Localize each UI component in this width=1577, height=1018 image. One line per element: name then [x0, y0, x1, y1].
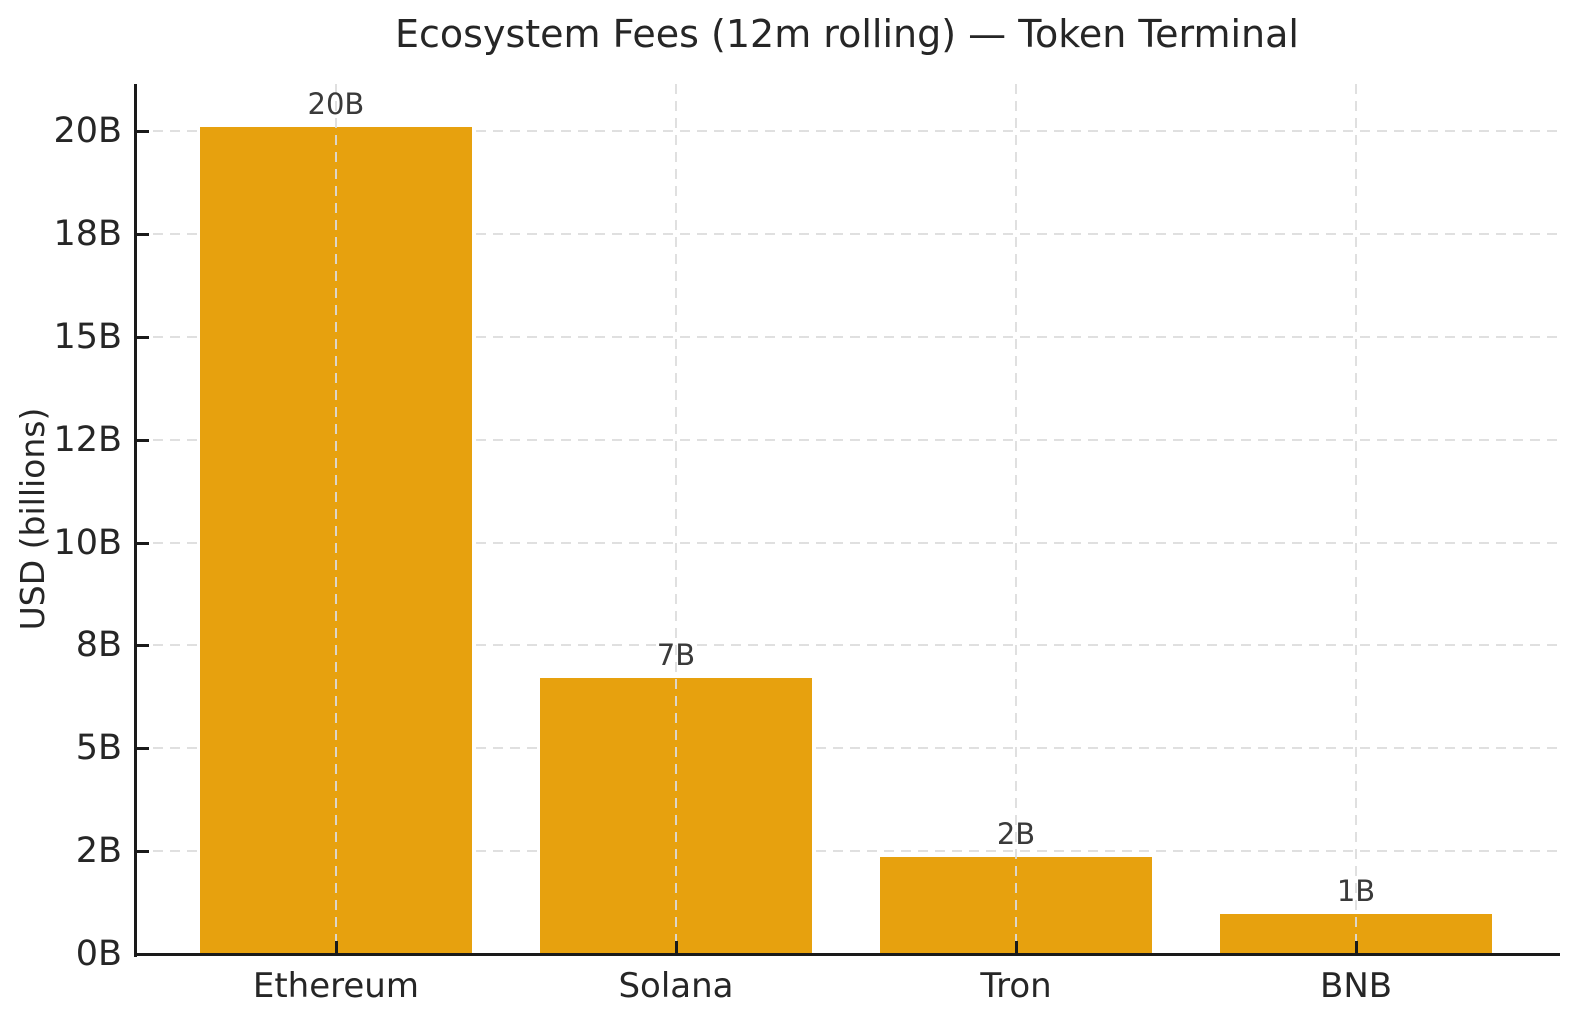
h-gridline	[136, 541, 1558, 544]
y-tick-label: 18B	[53, 214, 122, 255]
h-gridline	[136, 850, 1558, 853]
x-tick-mark	[1015, 941, 1019, 954]
y-tick-label: 0B	[75, 934, 122, 974]
v-gridline	[334, 84, 337, 954]
bar-value-label: 20B	[307, 87, 365, 122]
x-tick-label: Ethereum	[252, 966, 419, 1006]
y-tick-label: 20B	[53, 111, 122, 152]
y-tick-mark	[136, 747, 149, 751]
h-gridline	[136, 644, 1558, 647]
h-gridline	[136, 747, 1558, 750]
bar-value-label: 1B	[1336, 874, 1376, 909]
y-tick-mark	[136, 233, 149, 237]
chart-title: Ecosystem Fees (12m rolling) — Token Ter…	[395, 12, 1299, 56]
y-tick-label: 2B	[75, 831, 122, 872]
y-tick-label: 15B	[53, 316, 122, 357]
y-tick-mark	[136, 850, 149, 854]
y-tick-mark	[136, 130, 149, 134]
bar-value-label: 7B	[656, 638, 696, 673]
y-axis-spine	[134, 84, 137, 957]
h-gridline	[136, 233, 1558, 236]
x-tick-mark	[674, 941, 678, 954]
y-tick-label: 12B	[53, 419, 122, 460]
y-tick-mark	[136, 438, 149, 442]
y-tick-label: 10B	[53, 522, 122, 563]
x-tick-label: Tron	[980, 966, 1052, 1006]
y-tick-label: 8B	[75, 625, 122, 666]
x-tick-mark	[1355, 941, 1359, 954]
y-tick-mark	[136, 541, 149, 545]
v-gridline	[1355, 84, 1358, 954]
v-gridline	[674, 84, 677, 954]
v-gridline	[1015, 84, 1018, 954]
y-tick-mark	[136, 644, 149, 648]
h-gridline	[136, 130, 1558, 133]
x-tick-mark	[334, 941, 338, 954]
x-tick-label: BNB	[1320, 966, 1393, 1006]
bar-value-label: 2B	[996, 817, 1036, 852]
h-gridline	[136, 438, 1558, 441]
y-tick-mark	[136, 335, 149, 339]
y-tick-label: 5B	[75, 728, 122, 769]
x-tick-label: Solana	[618, 966, 734, 1006]
h-gridline	[136, 335, 1558, 338]
x-axis-spine	[134, 953, 1560, 956]
y-tick-mark	[136, 953, 149, 956]
